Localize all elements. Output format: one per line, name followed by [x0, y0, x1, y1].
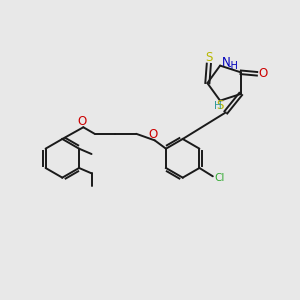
- Text: S: S: [216, 99, 223, 112]
- Text: O: O: [258, 67, 268, 80]
- Text: O: O: [77, 115, 86, 128]
- Text: H: H: [214, 101, 221, 111]
- Text: S: S: [205, 51, 212, 64]
- Text: Cl: Cl: [214, 173, 224, 183]
- Text: -H: -H: [227, 61, 238, 70]
- Text: O: O: [148, 128, 158, 141]
- Text: N: N: [222, 56, 230, 69]
